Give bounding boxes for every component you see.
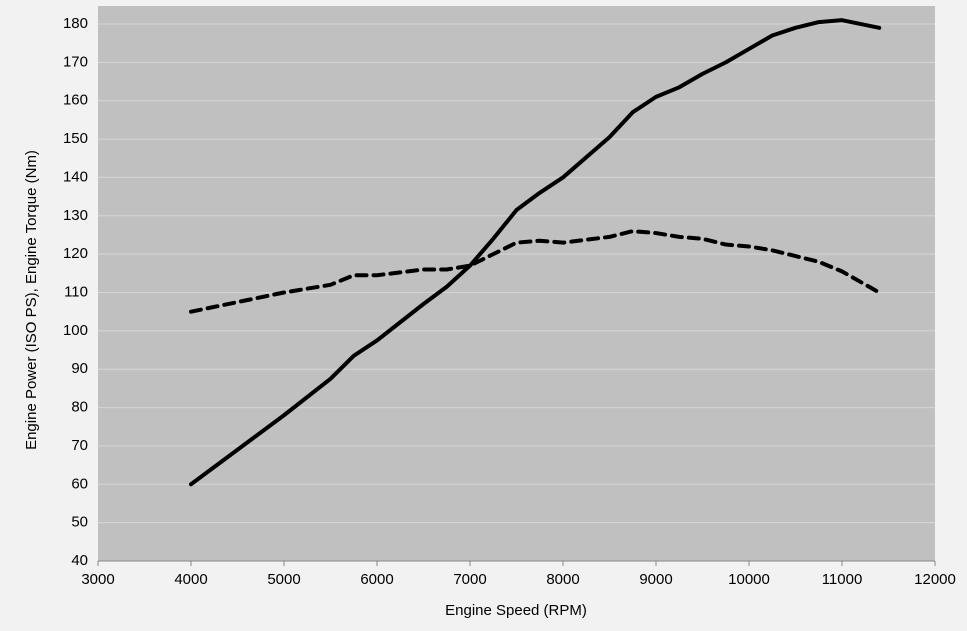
y-tick-label: 40	[71, 552, 88, 569]
plot-area	[98, 6, 935, 561]
y-tick-label: 150	[63, 130, 88, 147]
x-axis-title: Engine Speed (RPM)	[445, 602, 587, 619]
line-series	[189, 229, 882, 314]
y-tick-label: 180	[63, 15, 88, 32]
x-tick-label: 12000	[914, 571, 956, 588]
x-tick-label: 6000	[360, 571, 393, 588]
y-tick-label: 110	[64, 283, 88, 300]
y-tick-label: 130	[63, 207, 88, 224]
x-tick-label: 11000	[822, 571, 863, 588]
x-tick-label: 7000	[453, 571, 486, 588]
x-tick-label: 5000	[267, 571, 300, 588]
y-tick-label: 140	[63, 168, 88, 185]
x-tick-label: 3000	[81, 571, 114, 588]
y-tick-label: 60	[71, 475, 88, 492]
y-tick-label: 50	[71, 514, 88, 531]
y-tick-label: 100	[63, 322, 88, 339]
y-tick-label: 90	[71, 360, 88, 377]
y-tick-label: 70	[71, 437, 88, 454]
y-tick-label: 80	[71, 399, 88, 416]
x-tick-label: 8000	[546, 571, 579, 588]
y-tick-label: 170	[63, 53, 88, 70]
y-tick-label: 120	[63, 245, 88, 262]
y-axis-title: Engine Power (ISO PS), Engine Torque (Nm…	[23, 150, 40, 450]
x-tick-label: 4000	[174, 571, 207, 588]
x-tick-label: 10000	[728, 571, 770, 588]
x-tick-label: 9000	[639, 571, 672, 588]
line-series	[189, 18, 882, 487]
y-tick-label: 160	[63, 92, 88, 109]
